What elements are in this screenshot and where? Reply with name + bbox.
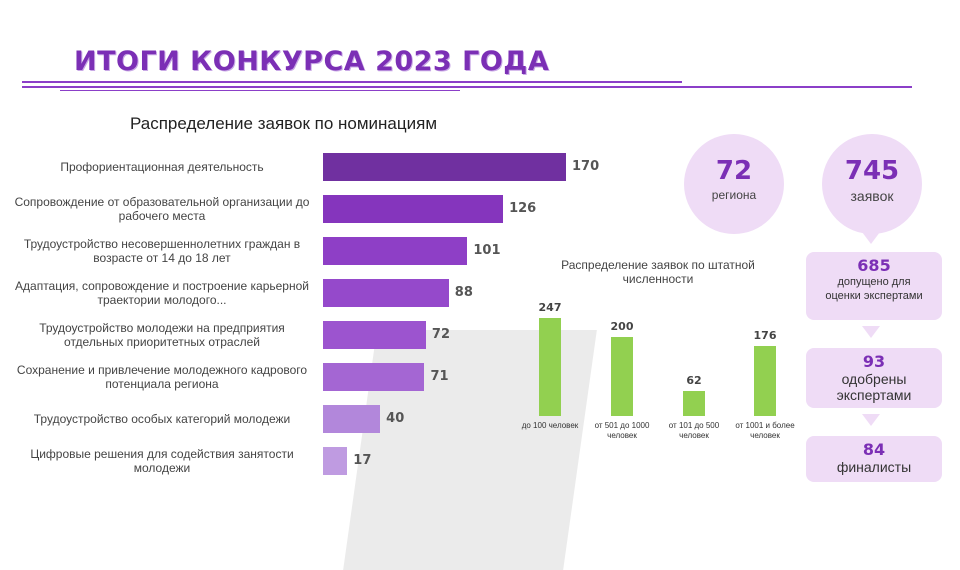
- funnel-value: 685: [857, 256, 891, 275]
- hbar-category-label: Трудоустройство молодежи на предприятия …: [39, 321, 285, 349]
- vbar-value-label: 62: [686, 374, 702, 388]
- funnel-label: допущено для оценки экспертами: [825, 276, 923, 302]
- regions-count: 72: [715, 156, 753, 186]
- vbar-category-label: от 1001 и более человек: [735, 421, 795, 440]
- funnel-value: 84: [862, 440, 886, 459]
- hbar-bar: [323, 321, 426, 349]
- funnel-arrow-icon: [862, 326, 880, 338]
- funnel-card-admitted: 685 допущено для оценки экспертами: [806, 252, 942, 320]
- title-underline: [22, 86, 912, 88]
- hbar-value-label: 40: [386, 411, 405, 426]
- hbar-category-label: Сопровождение от образовательной организ…: [14, 195, 310, 223]
- vbar-bar: [754, 346, 776, 416]
- hbar-bar: [323, 279, 449, 307]
- hbar-bar: [323, 447, 348, 475]
- applications-count: 745: [844, 156, 900, 186]
- funnel-label: финалисты: [836, 459, 912, 475]
- regions-stat-circle: 72 региона: [684, 134, 784, 234]
- hbar-category-label: Адаптация, сопровождение и построение ка…: [15, 279, 309, 307]
- vbar-bar: [611, 336, 633, 416]
- vbar-value-label: 176: [753, 329, 777, 343]
- hbar-value-label: 88: [454, 285, 473, 300]
- hbar-category-label: Трудоустройство несовершеннолетних гражд…: [23, 237, 301, 265]
- hbar-value-label: 170: [572, 159, 600, 174]
- applications-label: заявок: [850, 188, 894, 204]
- hbar-bar: [323, 195, 504, 223]
- vbar-bar: [683, 391, 705, 416]
- regions-label: региона: [711, 188, 757, 202]
- vbar-value-label: 200: [610, 319, 634, 333]
- vbar-chart-title: Распределение заявок по штатной численно…: [561, 258, 755, 286]
- hbar-category-label: Сохранение и привлечение молодежного кад…: [16, 363, 308, 391]
- funnel-label: одобрены экспертами: [836, 371, 912, 403]
- vbar-category-label: до 100 человек: [521, 421, 579, 430]
- hbar-value-label: 101: [473, 243, 501, 258]
- hbar-category-label: Профориентационная деятельность: [60, 160, 264, 174]
- hbar-value-label: 126: [509, 201, 537, 216]
- hbar-bar: [323, 405, 381, 433]
- hbar-chart-title: Распределение заявок по номинациям: [130, 114, 438, 133]
- vbar-category-label: от 501 до 1000 человек: [594, 421, 650, 440]
- vbar-category-label: от 101 до 500 человек: [668, 421, 720, 440]
- hbar-category-label: Цифровые решения для содействия занятост…: [30, 447, 294, 475]
- hbar-value-label: 71: [430, 369, 449, 384]
- title-underline: [60, 90, 460, 91]
- page-title: ИТОГИ КОНКУРСА 2023 ГОДА: [74, 46, 550, 77]
- hbar-bar: [323, 237, 468, 265]
- funnel-card-approved: 93 одобрены экспертами: [806, 348, 942, 408]
- funnel-value: 93: [862, 352, 886, 371]
- title-underline: [22, 81, 682, 83]
- staff-size-bar-chart: 247 до 100 человек 200 от 501 до 1000 челов…: [510, 300, 800, 445]
- applications-stat-circle: 745 заявок: [822, 134, 922, 234]
- hbar-value-label: 17: [353, 453, 372, 468]
- hbar-bar: [323, 363, 425, 391]
- hbar-bar: [323, 153, 566, 181]
- vbar-bar: [539, 318, 561, 416]
- hbar-value-label: 72: [431, 327, 450, 342]
- vbar-value-label: 247: [538, 301, 562, 314]
- funnel-arrow-icon: [862, 414, 880, 426]
- funnel-card-finalists: 84 финалисты: [806, 436, 942, 482]
- funnel-arrow-icon: [862, 232, 880, 244]
- hbar-category-label: Трудоустройство особых категорий молодеж…: [33, 412, 291, 426]
